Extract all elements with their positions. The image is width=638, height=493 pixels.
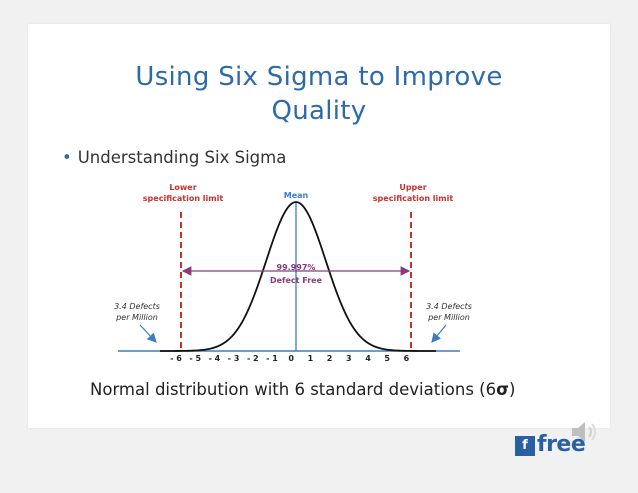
logo-mark-icon: f <box>515 436 535 456</box>
right-defects-label-1: 3.4 Defects <box>426 302 472 311</box>
caption-text: Normal distribution with 6 standard devi… <box>90 380 497 399</box>
axis-tick-label: - 2 <box>247 354 259 363</box>
axis-tick-label: 4 <box>365 354 371 363</box>
logo-text: free <box>537 432 586 457</box>
diagram-caption: Normal distribution with 6 standard devi… <box>90 380 515 399</box>
defect-free-percent: 99.997% <box>277 263 316 272</box>
title-line-1: Using Six Sigma to Improve <box>135 62 503 92</box>
lower-spec-label-1: Lower <box>169 183 196 192</box>
lower-spec-label-2: specification limit <box>143 194 224 203</box>
axis-tick-label: 0 <box>288 354 294 363</box>
title-line-2: Quality <box>271 96 367 126</box>
defect-free-label: Defect Free <box>270 276 323 285</box>
right-defects-label-2: per Million <box>427 313 470 322</box>
axis-tick-label: - 6 <box>170 354 182 363</box>
axis-tick-label: - 1 <box>266 354 278 363</box>
speaker-icon[interactable] <box>568 416 600 448</box>
bullet-dot-icon: • <box>62 148 72 167</box>
upper-spec-label-2: specification limit <box>373 194 454 203</box>
bullet-item: • Understanding Six Sigma <box>62 148 286 167</box>
left-defects-label-2: per Million <box>115 313 158 322</box>
bell-curve <box>159 201 436 352</box>
slide-frame <box>28 24 610 428</box>
logo: f free <box>515 432 610 458</box>
caption-close: ) <box>508 380 516 399</box>
bullet-text: Understanding Six Sigma <box>77 148 287 167</box>
caption-sigma: σ <box>496 380 509 399</box>
axis-tick-label: - 5 <box>189 354 201 363</box>
axis-tick-label: - 4 <box>209 354 221 363</box>
axis-tick-label: 2 <box>327 354 333 363</box>
axis-tick-label: - 3 <box>228 354 240 363</box>
axis-tick-labels: - 6 - 5 - 4 - 3 - 2 - 1 0 1 2 3 4 5 6 <box>170 354 409 363</box>
left-defects-arrow <box>139 324 157 343</box>
axis-tick-label: 1 <box>308 354 314 363</box>
slide-title: Using Six Sigma to Improve Quality <box>0 60 638 128</box>
axis-tick-label: 6 <box>404 354 410 363</box>
left-defects-label-1: 3.4 Defects <box>114 302 160 311</box>
mean-label: Mean <box>284 191 309 200</box>
axis-tick-label: 3 <box>346 354 352 363</box>
right-defects-arrow <box>431 324 447 343</box>
upper-spec-label-1: Upper <box>399 183 426 192</box>
axis-tick-label: 5 <box>384 354 390 363</box>
